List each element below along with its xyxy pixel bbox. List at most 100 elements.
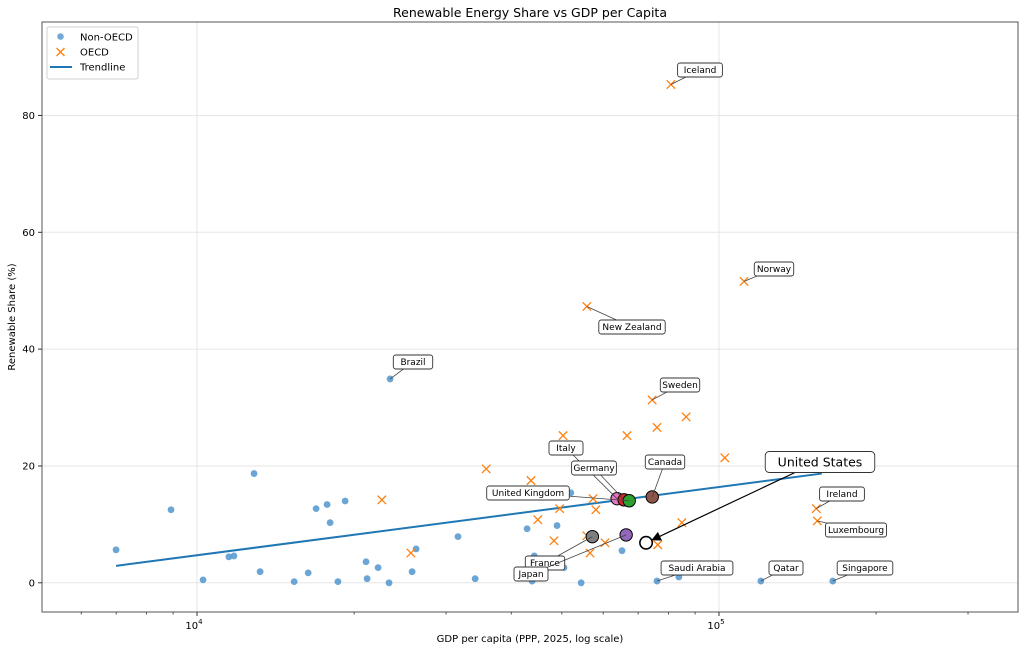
y-tick-label: 60 [22,228,35,239]
y-tick-label: 40 [22,345,35,356]
non-oecd-point [334,578,342,586]
non-oecd-point [577,579,585,587]
oecd-point [591,505,601,515]
legend-non-oecd-label: Non-OECD [80,33,133,44]
non-oecd-point [412,545,420,553]
non-oecd-point [167,506,175,514]
non-oecd-point [408,568,416,576]
annotation-label: Norway [757,265,792,275]
non-oecd-point [553,522,561,529]
y-tick-label: 0 [29,578,35,589]
annotation-box [819,486,865,502]
oecd-point [588,494,598,504]
non-oecd-point [523,525,531,533]
non-oecd-point [385,579,393,587]
chart-title: Renewable Energy Share vs GDP per Capita [393,5,667,20]
legend-oecd-marker [56,47,65,57]
legend-trendline-label: Trendline [79,63,125,74]
annotation-box [392,354,434,370]
annotation-label: Iceland [684,66,717,76]
annotation-box [768,560,804,576]
x-axis-label: GDP per capita (PPP, 2025, log scale) [437,634,624,645]
annotation-box [571,460,617,476]
non-oecd-point [225,553,233,561]
annotation-box [764,451,876,473]
non-oecd-point [374,564,382,572]
annotation-label: Canada [648,458,682,468]
non-oecd-point [304,569,312,577]
annotation-box [598,319,666,335]
annotation-box [825,522,887,538]
x-axis: 104 105 [80,612,969,632]
oecd-point [600,538,610,548]
annotation-box [836,560,894,576]
non-oecd-point [230,552,238,560]
legend-oecd-label: OECD [80,48,109,59]
annotation-box [659,377,701,393]
oecd-point [558,430,568,441]
annotation-label: Brazil [400,358,425,368]
annotation-label: Japan [517,570,543,580]
non-oecd-point [199,576,207,584]
non-oecd-point [290,578,298,586]
annotation-label: United States [778,455,863,470]
y-tick-label: 80 [22,111,35,122]
annotation-label: Luxembourg [828,526,884,536]
annotation-label: Saudi Arabia [668,564,725,574]
non-oecd-point [757,577,765,585]
oecd-point [533,515,543,525]
non-oecd-point [326,519,334,527]
annotation-box [753,261,795,277]
annotation-box [548,440,584,456]
non-oecd-point [312,505,320,513]
oecd-point [526,475,536,486]
annotation-box [486,485,570,501]
y-axis-label: Renewable Share (%) [7,263,18,370]
annotation-box [513,566,549,582]
grid-lines [42,22,1018,612]
annotation-label: Italy [556,444,576,454]
annotation-leader [651,471,796,541]
non-oecd-point [362,558,370,566]
non-oecd-point [256,568,264,576]
x-tick-label: 105 [707,618,724,632]
annotation-label: Ireland [826,490,857,500]
non-oecd-point [618,547,626,555]
y-tick-label: 20 [22,461,35,472]
oecd-point [653,540,663,550]
non-oecd-point [112,546,120,554]
annotation-label: New Zealand [602,323,661,333]
oecd-point [377,495,387,505]
oecd-point [622,430,632,441]
non-oecd-point [363,575,371,583]
annotation-label: Germany [573,464,615,474]
annotation-box [660,560,734,576]
oecd-point [681,412,691,422]
annotation-box [677,62,723,78]
non-oecd-point [471,575,479,583]
oecd-point [720,453,730,463]
non-oecd-point [341,497,349,505]
annotation-box [644,454,686,470]
annotation-label: Sweden [662,381,698,391]
oecd-point [549,536,559,546]
legend: Non-OECD OECD Trendline [46,26,139,80]
non-oecd-point [454,533,462,541]
highlight-united-states [639,535,654,550]
oecd-point [652,422,662,433]
annotations: Iceland Norway New Zealand Brazil Sweden Ital… [389,62,894,582]
non-oecd-point [323,501,331,508]
oecd-point [481,464,491,474]
oecd-point [585,548,595,558]
x-tick-label: 104 [185,618,203,632]
legend-non-oecd-marker [57,33,64,40]
oecd-point [555,503,565,514]
oecd-point [677,517,687,528]
plot-frame [41,21,1019,613]
non-oecd-point [250,470,258,477]
annotation-label: France [530,559,560,569]
annotation-label: Qatar [773,564,799,574]
plot-area [112,79,837,587]
annotation-label: United Kingdom [492,489,564,499]
